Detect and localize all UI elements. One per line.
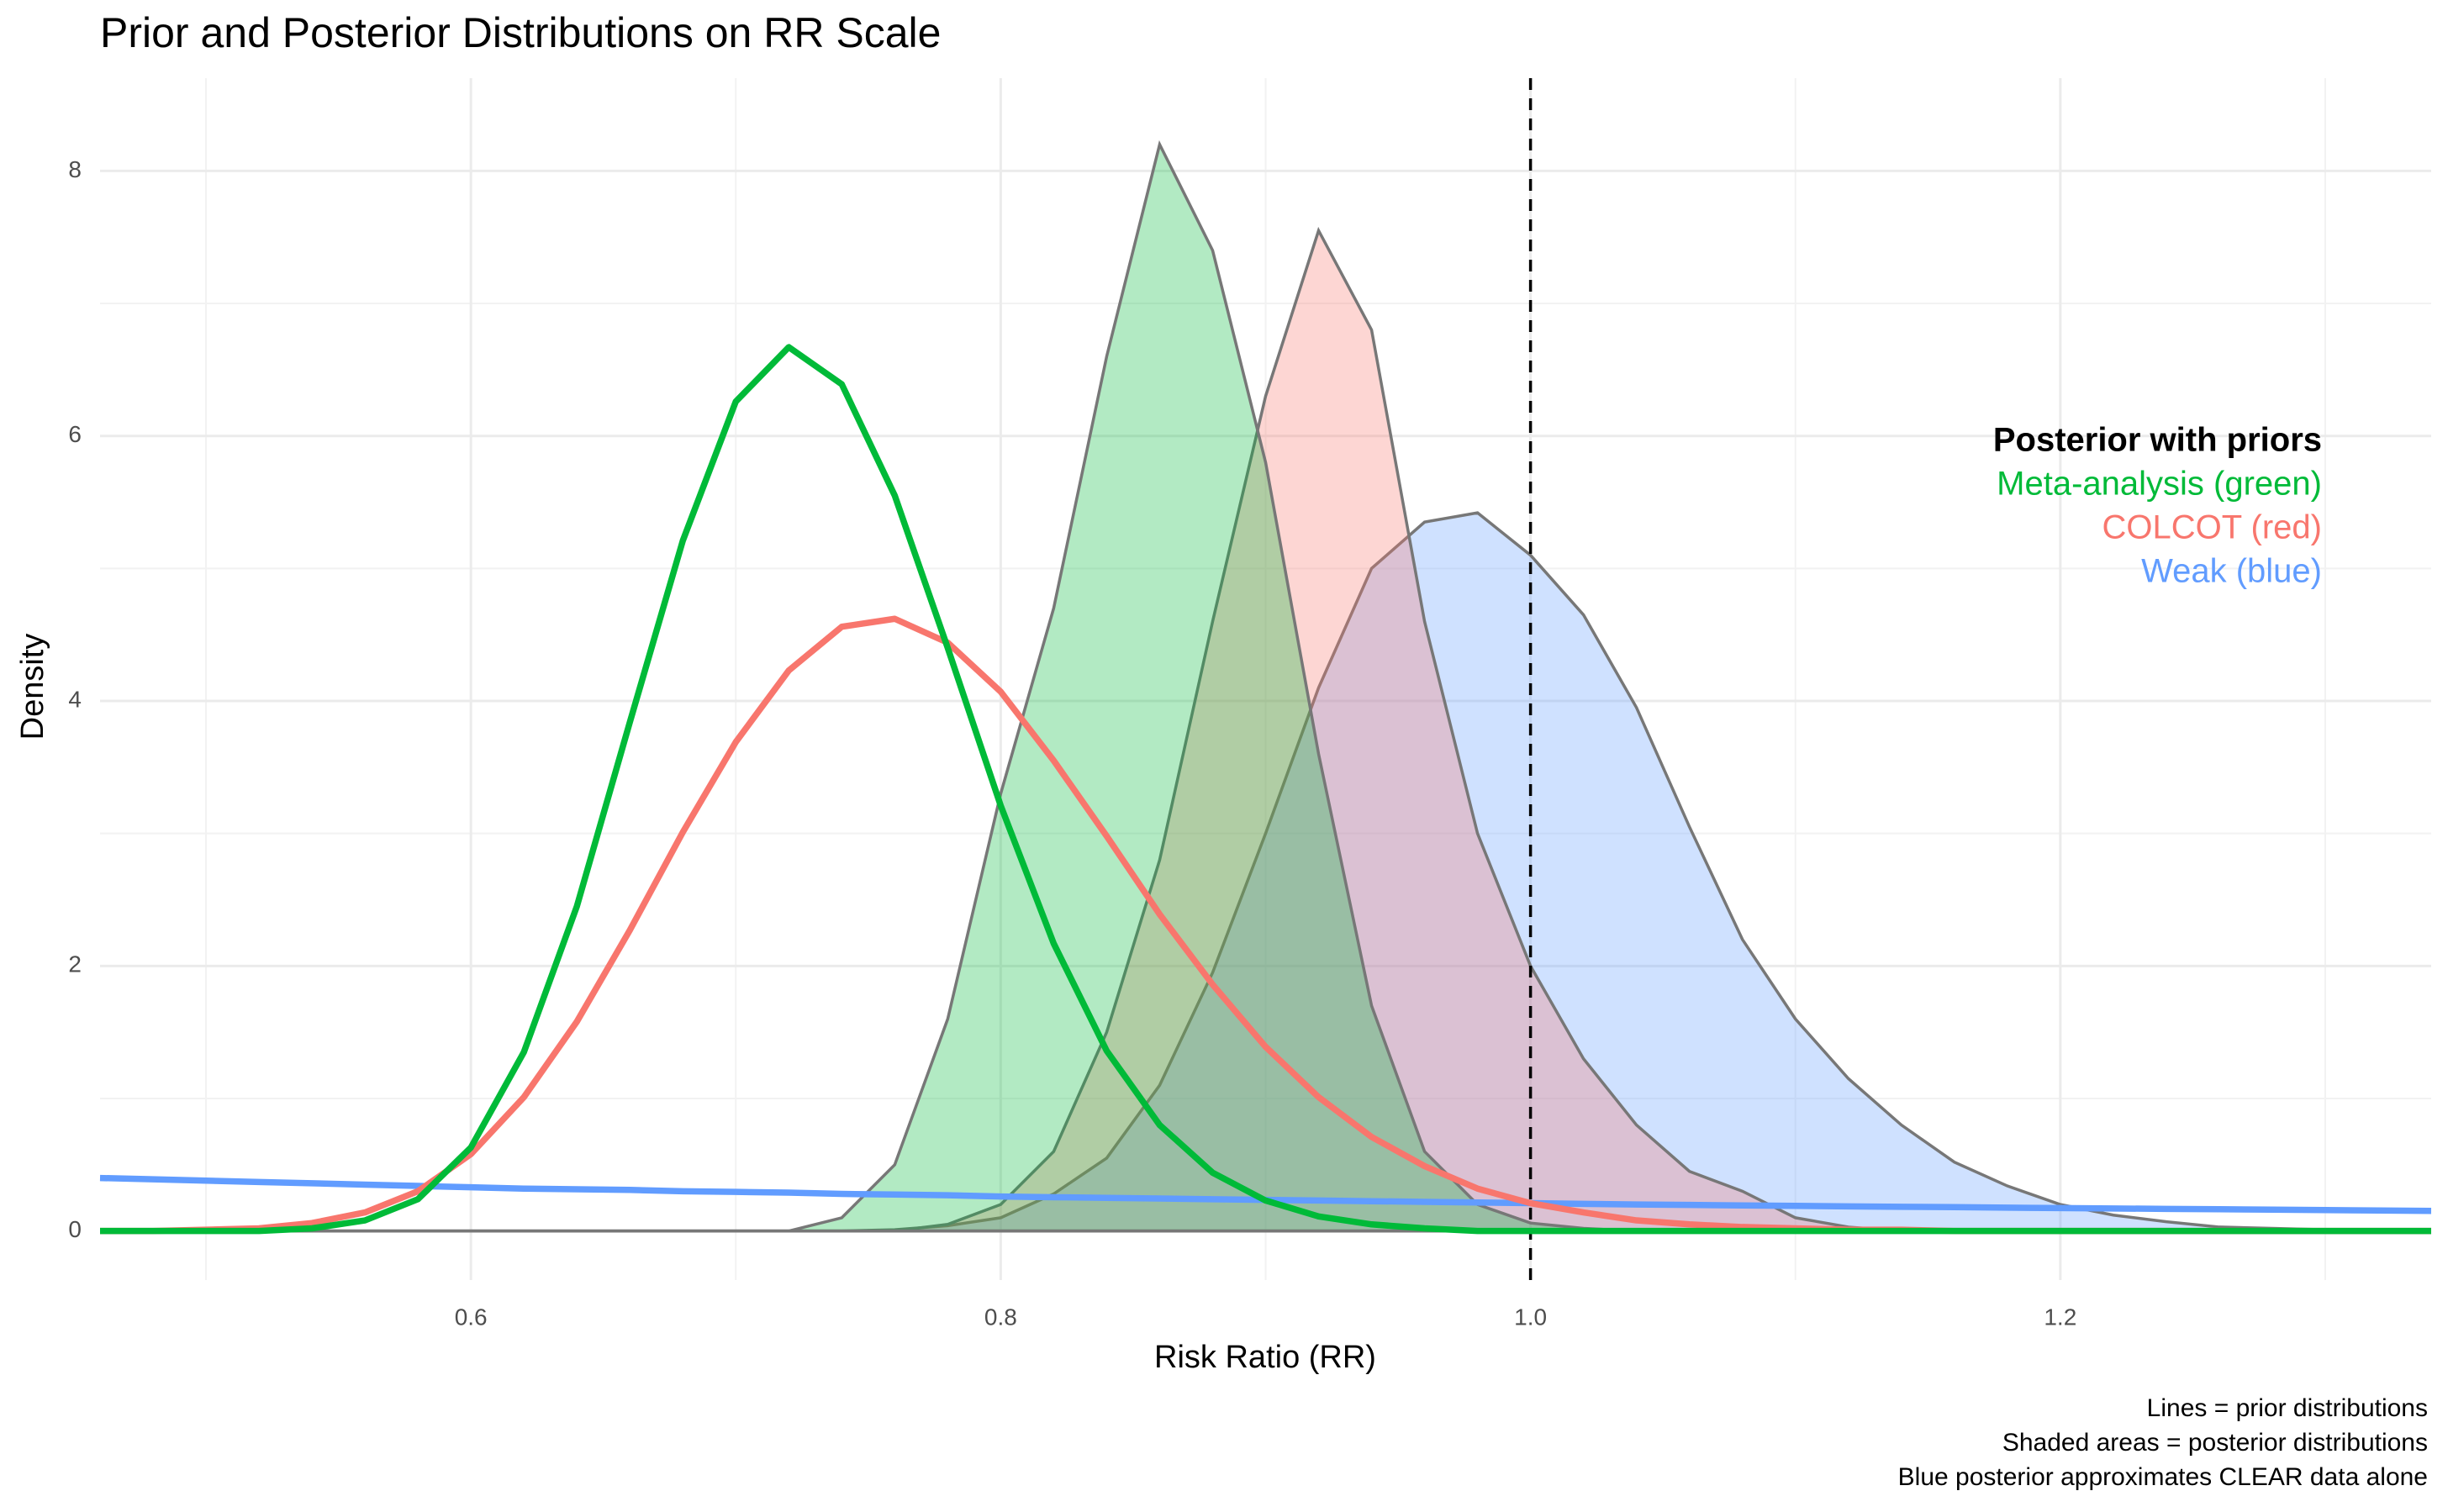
x-tick-label: 0.8 (984, 1304, 1017, 1330)
y-tick-label: 2 (68, 951, 82, 977)
annotation-title: Posterior with priors (1993, 422, 2322, 459)
annotation-line: Weak (blue) (2141, 553, 2322, 590)
y-axis-label: Density (15, 634, 50, 740)
caption: Blue posterior approximates CLEAR data a… (1898, 1463, 2428, 1491)
x-tick-label: 1.0 (1514, 1304, 1547, 1330)
caption: Lines = prior distributions (2147, 1394, 2428, 1422)
chart-title: Prior and Posterior Distributions on RR … (100, 9, 941, 56)
x-tick-label: 1.2 (2044, 1304, 2076, 1330)
annotation-line: COLCOT (red) (2102, 509, 2322, 546)
y-tick-label: 6 (68, 421, 82, 447)
x-axis-label: Risk Ratio (RR) (1154, 1340, 1376, 1375)
x-tick-label: 0.6 (455, 1304, 488, 1330)
annotation-line: Meta-analysis (green) (1997, 466, 2322, 503)
prior-line (100, 344, 2431, 1235)
y-tick-label: 4 (68, 686, 82, 712)
y-tick-label: 0 (68, 1216, 82, 1242)
caption: Shaded areas = posterior distributions (2002, 1429, 2428, 1457)
y-tick-label: 8 (68, 156, 82, 182)
